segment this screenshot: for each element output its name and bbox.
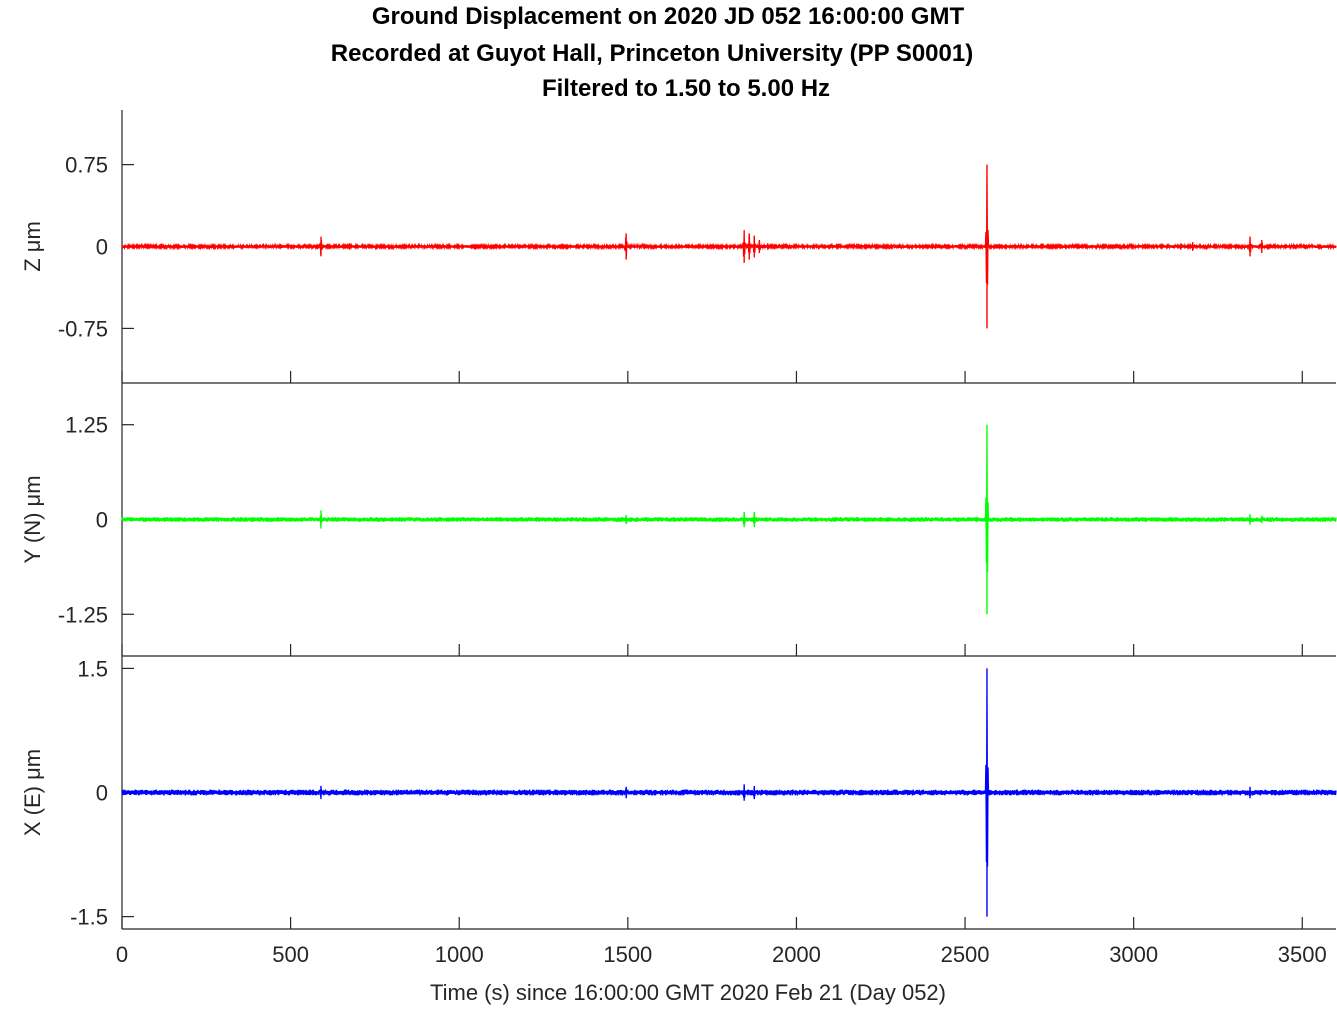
y-tick-label: 1.5 [77,656,108,681]
x-tick-label: 3500 [1278,942,1327,967]
title-line-1: Ground Displacement on 2020 JD 052 16:00… [372,3,965,30]
panel-z: -0.75 0 0.75 Z μm [20,110,1337,384]
panel-y: -1.25 0 1.25 Y (N) μm [20,383,1337,657]
x-tick-label: 1000 [435,942,484,967]
y-tick-label: 0.75 [65,153,108,178]
y-axis-label: X (E) μm [20,749,45,836]
panel-x: -1.5 0 1.5 X (E) μm [20,656,1337,930]
title-line-2: Recorded at Guyot Hall, Princeton Univer… [331,40,973,67]
y-tick-label: 0 [96,508,108,533]
x-tick-label: 3000 [1109,942,1158,967]
y-axis-label: Z μm [20,221,45,272]
y-tick-label: 0 [96,235,108,260]
x-axis-label: Time (s) since 16:00:00 GMT 2020 Feb 21 … [430,980,946,1005]
y-tick-label: 1.25 [65,413,108,438]
series-line-z [121,164,1337,329]
x-tick-label: 2000 [772,942,821,967]
x-tick-label: 0 [116,942,128,967]
chart-title: Ground Displacement on 2020 JD 052 16:00… [331,3,973,102]
x-tick-label: 500 [272,942,309,967]
title-line-3: Filtered to 1.50 to 5.00 Hz [542,75,830,102]
y-axis-label: Y (N) μm [20,475,45,563]
y-tick-label: 0 [96,781,108,806]
y-tick-label: -1.25 [58,602,108,627]
y-tick-label: -0.75 [58,316,108,341]
series-line-xe [121,668,1337,917]
x-tick-label: 2500 [941,942,990,967]
series-line-yn [121,424,1337,615]
y-tick-label: -1.5 [70,905,108,930]
x-tick-label: 1500 [603,942,652,967]
x-axis: 0 500 1000 1500 2000 2500 3000 3500 [116,942,1327,967]
